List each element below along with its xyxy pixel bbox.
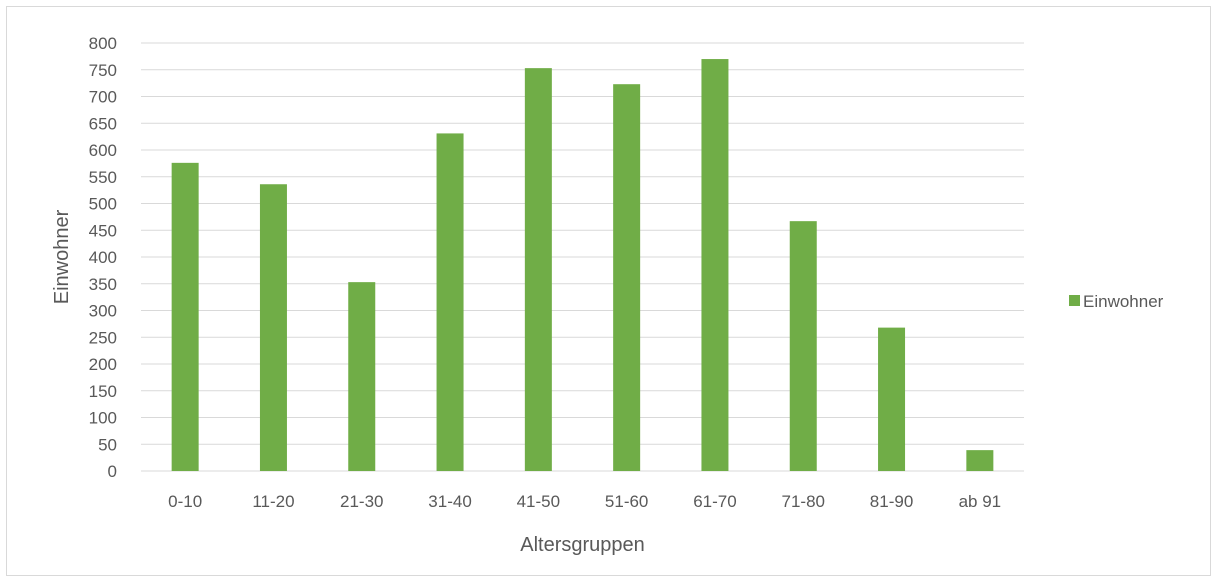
y-tick-label: 200 bbox=[89, 355, 117, 374]
bar-0-10 bbox=[171, 162, 199, 471]
y-axis-title: Einwohner bbox=[51, 209, 73, 304]
y-tick-label: 50 bbox=[98, 435, 117, 454]
bar-11-20 bbox=[259, 184, 287, 472]
bar-51-60 bbox=[613, 84, 641, 471]
y-tick-label: 650 bbox=[89, 114, 117, 133]
x-tick-label: 51-60 bbox=[605, 492, 648, 511]
y-tick-label: 0 bbox=[108, 462, 117, 481]
y-tick-label: 500 bbox=[89, 195, 117, 214]
x-axis-ticks: 0-10 11-20 21-30 31-40 41-50 51-60 61-70 71-80 8… bbox=[168, 492, 1001, 511]
y-tick-label: 350 bbox=[89, 275, 117, 294]
x-tick-label: ab 91 bbox=[959, 492, 1002, 511]
y-tick-label: 100 bbox=[89, 409, 117, 428]
y-tick-label: 750 bbox=[89, 61, 117, 80]
y-tick-label: 300 bbox=[89, 302, 117, 321]
gridlines bbox=[141, 42, 1024, 472]
x-tick-label: 21-30 bbox=[340, 492, 383, 511]
bar-81-90 bbox=[878, 327, 906, 471]
x-tick-label: 41-50 bbox=[517, 492, 560, 511]
bar-21-30 bbox=[348, 282, 376, 471]
y-tick-label: 400 bbox=[89, 248, 117, 267]
x-axis-title: Altersgruppen bbox=[520, 534, 645, 556]
bar-41-50 bbox=[524, 68, 552, 472]
bars bbox=[171, 59, 994, 472]
y-tick-label: 150 bbox=[89, 382, 117, 401]
x-tick-label: 61-70 bbox=[693, 492, 736, 511]
x-tick-label: 0-10 bbox=[168, 492, 202, 511]
chart-frame bbox=[6, 6, 1211, 576]
legend-swatch bbox=[1069, 295, 1080, 306]
bar-ab-91 bbox=[966, 450, 994, 471]
y-tick-label: 600 bbox=[89, 141, 117, 160]
y-tick-label: 250 bbox=[89, 328, 117, 347]
x-tick-label: 11-20 bbox=[252, 492, 294, 511]
legend-label: Einwohner bbox=[1083, 292, 1164, 311]
x-tick-label: 71-80 bbox=[782, 492, 825, 511]
y-tick-label: 800 bbox=[89, 34, 117, 53]
bar-71-80 bbox=[789, 221, 817, 471]
bar-31-40 bbox=[436, 133, 464, 472]
y-tick-label: 700 bbox=[89, 88, 117, 107]
y-tick-label: 550 bbox=[89, 168, 117, 187]
legend: Einwohner bbox=[1069, 292, 1164, 311]
x-tick-label: 81-90 bbox=[870, 492, 913, 511]
bar-61-70 bbox=[701, 59, 729, 472]
y-tick-label: 450 bbox=[89, 221, 117, 240]
x-tick-label: 31-40 bbox=[428, 492, 471, 511]
y-axis-ticks: 0 50 100 150 200 250 300 350 400 450 500 550 600 650 7… bbox=[89, 34, 117, 481]
